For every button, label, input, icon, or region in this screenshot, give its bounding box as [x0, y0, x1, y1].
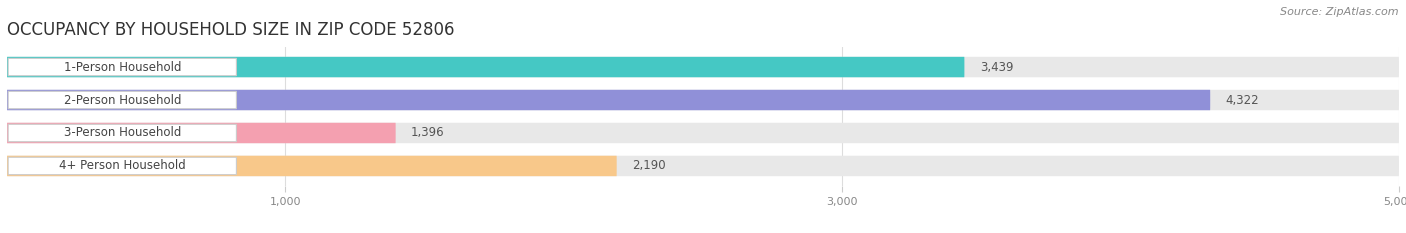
Text: 3-Person Household: 3-Person Household — [63, 127, 181, 140]
FancyBboxPatch shape — [7, 123, 1399, 143]
FancyBboxPatch shape — [7, 90, 1211, 110]
FancyBboxPatch shape — [7, 123, 395, 143]
Text: 3,439: 3,439 — [980, 61, 1014, 74]
FancyBboxPatch shape — [7, 156, 617, 176]
Text: 4+ Person Household: 4+ Person Household — [59, 159, 186, 172]
Text: 2-Person Household: 2-Person Household — [63, 93, 181, 106]
Text: 4,322: 4,322 — [1226, 93, 1260, 106]
FancyBboxPatch shape — [7, 57, 1399, 77]
FancyBboxPatch shape — [7, 90, 1399, 110]
FancyBboxPatch shape — [8, 91, 236, 109]
FancyBboxPatch shape — [8, 58, 236, 76]
Text: 1-Person Household: 1-Person Household — [63, 61, 181, 74]
Text: Source: ZipAtlas.com: Source: ZipAtlas.com — [1281, 7, 1399, 17]
Text: OCCUPANCY BY HOUSEHOLD SIZE IN ZIP CODE 52806: OCCUPANCY BY HOUSEHOLD SIZE IN ZIP CODE … — [7, 21, 454, 39]
FancyBboxPatch shape — [7, 57, 965, 77]
Text: 2,190: 2,190 — [633, 159, 665, 172]
FancyBboxPatch shape — [8, 157, 236, 175]
FancyBboxPatch shape — [8, 124, 236, 142]
Text: 1,396: 1,396 — [411, 127, 444, 140]
FancyBboxPatch shape — [7, 156, 1399, 176]
